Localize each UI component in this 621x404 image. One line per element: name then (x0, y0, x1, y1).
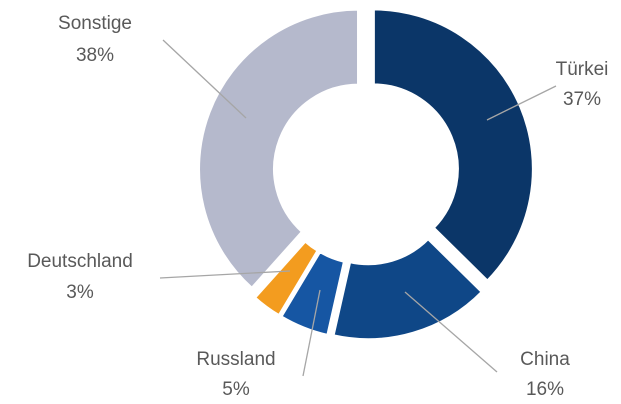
slice-value-label: 37% (563, 89, 601, 110)
donut-slice (331, 236, 485, 342)
leader-line (404, 291, 498, 373)
slice-label: Russland (196, 349, 275, 370)
donut-slice (197, 7, 361, 291)
leader-line (162, 39, 247, 119)
leader-line (302, 289, 321, 377)
leader-line (486, 85, 557, 121)
leader-line (159, 270, 291, 279)
slice-value-label: 16% (526, 379, 564, 400)
slice-label: Sonstige (58, 13, 132, 34)
slice-label: Türkei (556, 59, 609, 80)
slice-value-label: 3% (66, 282, 94, 303)
donut-slice (278, 249, 347, 338)
donut-slice (252, 238, 321, 318)
slice-label: China (520, 349, 570, 370)
slice-value-label: 5% (222, 379, 250, 400)
slice-label: Deutschland (27, 251, 133, 272)
donut-slice (371, 7, 535, 284)
slice-value-label: 38% (76, 45, 114, 66)
